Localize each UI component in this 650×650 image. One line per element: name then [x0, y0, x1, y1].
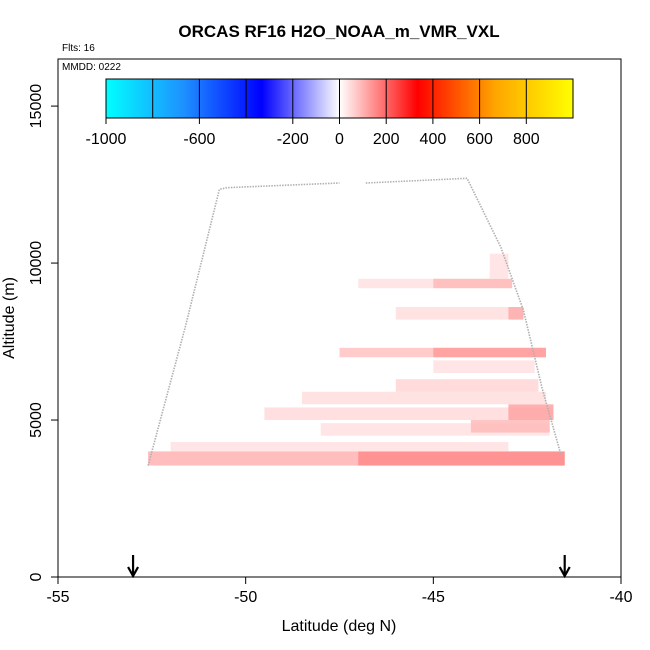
y-tick-label: 0 [28, 572, 45, 581]
down-arrow-head [558, 566, 571, 579]
colorbar-divisions [105, 79, 574, 118]
colorbar: -1000 -600 -200 0 200 400 600 800 [86, 78, 574, 148]
heatmap-cell [433, 347, 546, 358]
x-tick-label: -50 [234, 589, 257, 606]
y-axis: 0 5000 10000 15000 [28, 84, 58, 581]
y-tick-label: 10000 [28, 241, 45, 286]
colorbar-tick-label: 800 [513, 131, 540, 148]
heatmap-cell [395, 379, 539, 392]
colorbar-tick-label: -200 [277, 131, 309, 148]
flight-track [147, 177, 562, 466]
heatmap-cell [301, 391, 546, 405]
heatmap-cell [508, 307, 524, 320]
y-tick-label: 15000 [28, 84, 45, 129]
heatmap-cell [264, 407, 554, 421]
y-axis-label: Altitude (m) [1, 277, 18, 359]
x-tick-label: -45 [422, 589, 445, 606]
down-arrow-head [127, 566, 140, 579]
x-axis-label: Latitude (deg N) [282, 618, 397, 635]
heatmap-cell [170, 442, 509, 452]
heatmap-cell [433, 278, 513, 289]
colorbar-ticks: -1000 -600 -200 0 200 400 600 800 [86, 118, 540, 148]
colorbar-tick-label: 600 [466, 131, 493, 148]
colorbar-tick-label: -600 [183, 131, 215, 148]
heatmap-cell [395, 307, 524, 320]
y-tick-label: 5000 [28, 402, 45, 438]
flight-track-segment [365, 177, 562, 455]
colorbar-tick-label: -1000 [86, 131, 127, 148]
x-tick-label: -55 [46, 589, 69, 606]
heatmap-cell [508, 404, 554, 421]
flights-label: Flts: 16 [62, 43, 95, 54]
x-axis: -55 -50 -45 -40 [46, 577, 633, 606]
region-markers [127, 555, 571, 579]
x-tick-label: -40 [609, 589, 632, 606]
colorbar-tick-label: 400 [420, 131, 447, 148]
heatmap-cells [148, 253, 565, 466]
colorbar-tick-label: 200 [373, 131, 400, 148]
heatmap-cell [489, 253, 509, 279]
heatmap-cell [433, 360, 535, 373]
chart-title: ORCAS RF16 H2O_NOAA_m_VMR_VXL [178, 22, 499, 41]
heatmap-cell [358, 451, 565, 466]
heatmap-cell [470, 420, 550, 433]
date-label: MMDD: 0222 [62, 62, 121, 73]
flight-track-segment [147, 182, 340, 466]
plot-frame [57, 58, 622, 578]
colorbar-tick-label: 0 [335, 131, 344, 148]
